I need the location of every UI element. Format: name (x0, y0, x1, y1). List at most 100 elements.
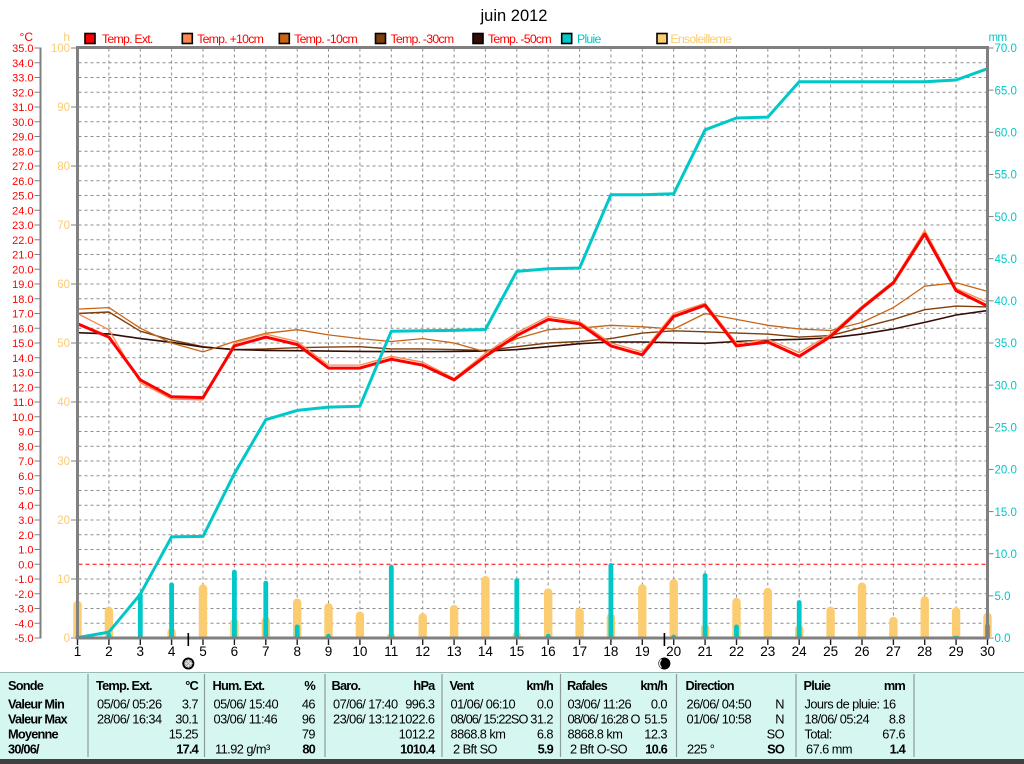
svg-text:996.3: 996.3 (405, 697, 435, 712)
svg-text:Moyenne: Moyenne (8, 727, 59, 742)
svg-text:12: 12 (415, 644, 430, 659)
svg-text:33.0: 33.0 (12, 73, 33, 85)
svg-text:N: N (775, 712, 784, 727)
svg-text:18: 18 (603, 644, 618, 659)
svg-text:80: 80 (302, 742, 315, 757)
svg-text:13.0: 13.0 (12, 368, 33, 380)
svg-text:1.4: 1.4 (890, 742, 907, 757)
svg-text:03/06/ 11:46: 03/06/ 11:46 (214, 712, 278, 727)
svg-text:10.6: 10.6 (645, 742, 667, 757)
svg-text:50: 50 (57, 338, 70, 350)
svg-text:20.0: 20.0 (995, 465, 1017, 477)
svg-text:26: 26 (854, 644, 869, 659)
svg-text:hPa: hPa (413, 678, 436, 693)
svg-text:18/06/ 05:24: 18/06/ 05:24 (805, 712, 870, 727)
svg-text:34.0: 34.0 (12, 58, 33, 70)
svg-text:01/06/ 10:58: 01/06/ 10:58 (687, 712, 752, 727)
svg-text:28.0: 28.0 (12, 146, 33, 158)
svg-text:29: 29 (949, 644, 964, 659)
svg-text:mm: mm (989, 32, 1007, 44)
svg-text:Vent: Vent (450, 678, 475, 693)
svg-text:1.0: 1.0 (18, 545, 33, 557)
svg-text:19: 19 (635, 644, 650, 659)
svg-text:8868.8 km: 8868.8 km (451, 727, 506, 742)
svg-text:5.9: 5.9 (538, 742, 554, 757)
svg-text:18.0: 18.0 (12, 294, 33, 306)
svg-text:67.6 mm: 67.6 mm (806, 742, 852, 757)
svg-text:6.8: 6.8 (537, 727, 554, 742)
svg-text:17.0: 17.0 (12, 309, 33, 321)
svg-text:26/06/ 04:50: 26/06/ 04:50 (687, 697, 752, 712)
svg-text:25.0: 25.0 (12, 191, 33, 203)
svg-text:14: 14 (478, 644, 494, 659)
svg-text:32.0: 32.0 (12, 87, 33, 99)
svg-text:11: 11 (384, 644, 398, 659)
svg-text:3: 3 (137, 644, 145, 659)
svg-text:4: 4 (168, 644, 176, 659)
svg-text:Valeur Max: Valeur Max (8, 712, 69, 727)
svg-text:juin 2012: juin 2012 (480, 7, 548, 25)
svg-text:40.0: 40.0 (995, 296, 1017, 308)
svg-text:96: 96 (302, 712, 316, 727)
svg-text:Temp. Ext.: Temp. Ext. (96, 678, 152, 693)
svg-text:07/06/ 17:40: 07/06/ 17:40 (333, 697, 398, 712)
svg-text:mm: mm (884, 678, 906, 693)
svg-text:°C: °C (185, 678, 198, 693)
svg-text:67.6: 67.6 (882, 727, 905, 742)
svg-text:28: 28 (917, 644, 932, 659)
svg-text:9.0: 9.0 (18, 427, 33, 439)
svg-text:30: 30 (980, 644, 995, 659)
svg-text:15.0: 15.0 (12, 338, 33, 350)
svg-text:27.0: 27.0 (12, 161, 33, 173)
svg-text:90: 90 (57, 102, 70, 114)
svg-text:Temp. Ext.: Temp. Ext. (102, 32, 153, 46)
svg-text:51.5: 51.5 (644, 712, 667, 727)
svg-text:12.3: 12.3 (644, 727, 667, 742)
svg-text:19.0: 19.0 (12, 279, 33, 291)
svg-text:0.0: 0.0 (995, 633, 1011, 645)
svg-text:2 Bft O-SO: 2 Bft O-SO (570, 742, 628, 757)
svg-text:80: 80 (57, 161, 70, 173)
svg-text:45.0: 45.0 (995, 254, 1017, 266)
svg-text:30: 30 (57, 456, 70, 468)
svg-text:11.92 g/m³: 11.92 g/m³ (215, 742, 271, 757)
svg-text:225 °: 225 ° (687, 742, 715, 757)
svg-text:100: 100 (51, 43, 70, 55)
svg-text:2 Bft SO: 2 Bft SO (453, 742, 498, 757)
svg-text:Temp. +10cm: Temp. +10cm (197, 32, 263, 46)
svg-text:3.7: 3.7 (182, 697, 199, 712)
svg-text:Total:: Total: (805, 727, 832, 742)
svg-text:15: 15 (509, 644, 524, 659)
svg-text:Temp. -30cm: Temp. -30cm (391, 32, 454, 46)
svg-text:55.0: 55.0 (995, 170, 1017, 182)
svg-text:-2.0: -2.0 (15, 589, 34, 601)
svg-text:0.0: 0.0 (537, 697, 554, 712)
svg-text:6.0: 6.0 (18, 471, 33, 483)
svg-text:31.0: 31.0 (12, 102, 33, 114)
svg-text:60.0: 60.0 (995, 127, 1017, 139)
svg-text:15.0: 15.0 (995, 507, 1017, 519)
svg-text:01/06/ 06:10: 01/06/ 06:10 (451, 697, 516, 712)
svg-text:23/06/ 13:12: 23/06/ 13:12 (333, 712, 398, 727)
svg-text:50.0: 50.0 (995, 212, 1017, 224)
svg-text:-5.0: -5.0 (15, 633, 34, 645)
svg-text:0: 0 (64, 633, 70, 645)
svg-text:Rafales: Rafales (567, 678, 608, 693)
svg-text:Pluie: Pluie (577, 32, 602, 46)
svg-text:17.4: 17.4 (176, 742, 199, 757)
svg-text:30/06/: 30/06/ (8, 742, 40, 757)
svg-text:Temp. -50cm: Temp. -50cm (488, 32, 551, 46)
svg-text:22.0: 22.0 (12, 235, 33, 247)
svg-text:10: 10 (57, 574, 70, 586)
svg-text:17: 17 (572, 644, 587, 659)
svg-text:Temp. -10cm: Temp. -10cm (294, 32, 357, 46)
svg-text:21.0: 21.0 (12, 250, 33, 262)
svg-text:08/06/ 16:28 O: 08/06/ 16:28 O (568, 712, 641, 727)
svg-text:%: % (304, 678, 316, 693)
svg-text:0.0: 0.0 (651, 697, 668, 712)
svg-text:26.0: 26.0 (12, 176, 33, 188)
svg-text:24: 24 (792, 644, 808, 659)
svg-text:h: h (63, 30, 70, 44)
svg-text:12.0: 12.0 (12, 382, 33, 394)
svg-text:SO: SO (767, 727, 785, 742)
